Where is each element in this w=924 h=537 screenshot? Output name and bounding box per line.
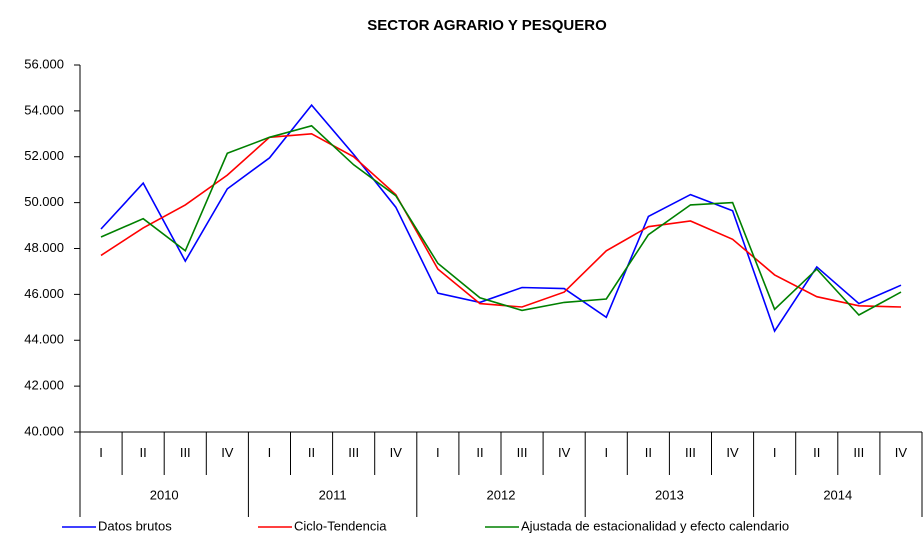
- y-tick-label: 56.000: [24, 56, 64, 71]
- y-tick-label: 46.000: [24, 286, 64, 301]
- x-tick-label: IV: [726, 445, 739, 460]
- x-tick-label: III: [853, 445, 864, 460]
- x-tick-label: I: [268, 445, 272, 460]
- x-tick-label: I: [604, 445, 608, 460]
- year-label: 2010: [150, 487, 179, 502]
- x-tick-label: IV: [221, 445, 234, 460]
- x-tick-label: II: [308, 445, 315, 460]
- y-tick-label: 44.000: [24, 332, 64, 347]
- y-tick-label: 48.000: [24, 240, 64, 255]
- x-tick-label: II: [476, 445, 483, 460]
- x-tick-label: IV: [895, 445, 908, 460]
- legend-label: Ajustada de estacionalidad y efecto cale…: [521, 518, 789, 533]
- year-label: 2011: [319, 487, 347, 502]
- x-tick-label: II: [813, 445, 820, 460]
- x-tick-label: III: [517, 445, 528, 460]
- year-label: 2012: [487, 487, 516, 502]
- x-tick-label: II: [645, 445, 652, 460]
- legend-label: Ciclo-Tendencia: [294, 518, 387, 533]
- x-tick-label: IV: [390, 445, 403, 460]
- x-tick-label: III: [180, 445, 191, 460]
- x-tick-label: III: [685, 445, 696, 460]
- y-tick-label: 42.000: [24, 378, 64, 393]
- y-tick-label: 54.000: [24, 102, 64, 117]
- legend-label: Datos brutos: [98, 518, 172, 533]
- y-tick-label: 50.000: [24, 194, 64, 209]
- series-line: [100, 103, 902, 333]
- series-line: [100, 132, 902, 308]
- x-tick-label: I: [99, 445, 103, 460]
- x-tick-label: II: [140, 445, 147, 460]
- x-tick-label: III: [348, 445, 359, 460]
- series-line: [100, 124, 902, 317]
- y-tick-label: 52.000: [24, 148, 64, 163]
- x-tick-label: I: [773, 445, 777, 460]
- x-tick-label: I: [436, 445, 440, 460]
- x-tick-label: IV: [558, 445, 571, 460]
- year-label: 2013: [655, 487, 684, 502]
- year-label: 2014: [823, 487, 852, 502]
- y-tick-label: 40.000: [24, 423, 64, 438]
- chart-title: SECTOR AGRARIO Y PESQUERO: [367, 17, 607, 34]
